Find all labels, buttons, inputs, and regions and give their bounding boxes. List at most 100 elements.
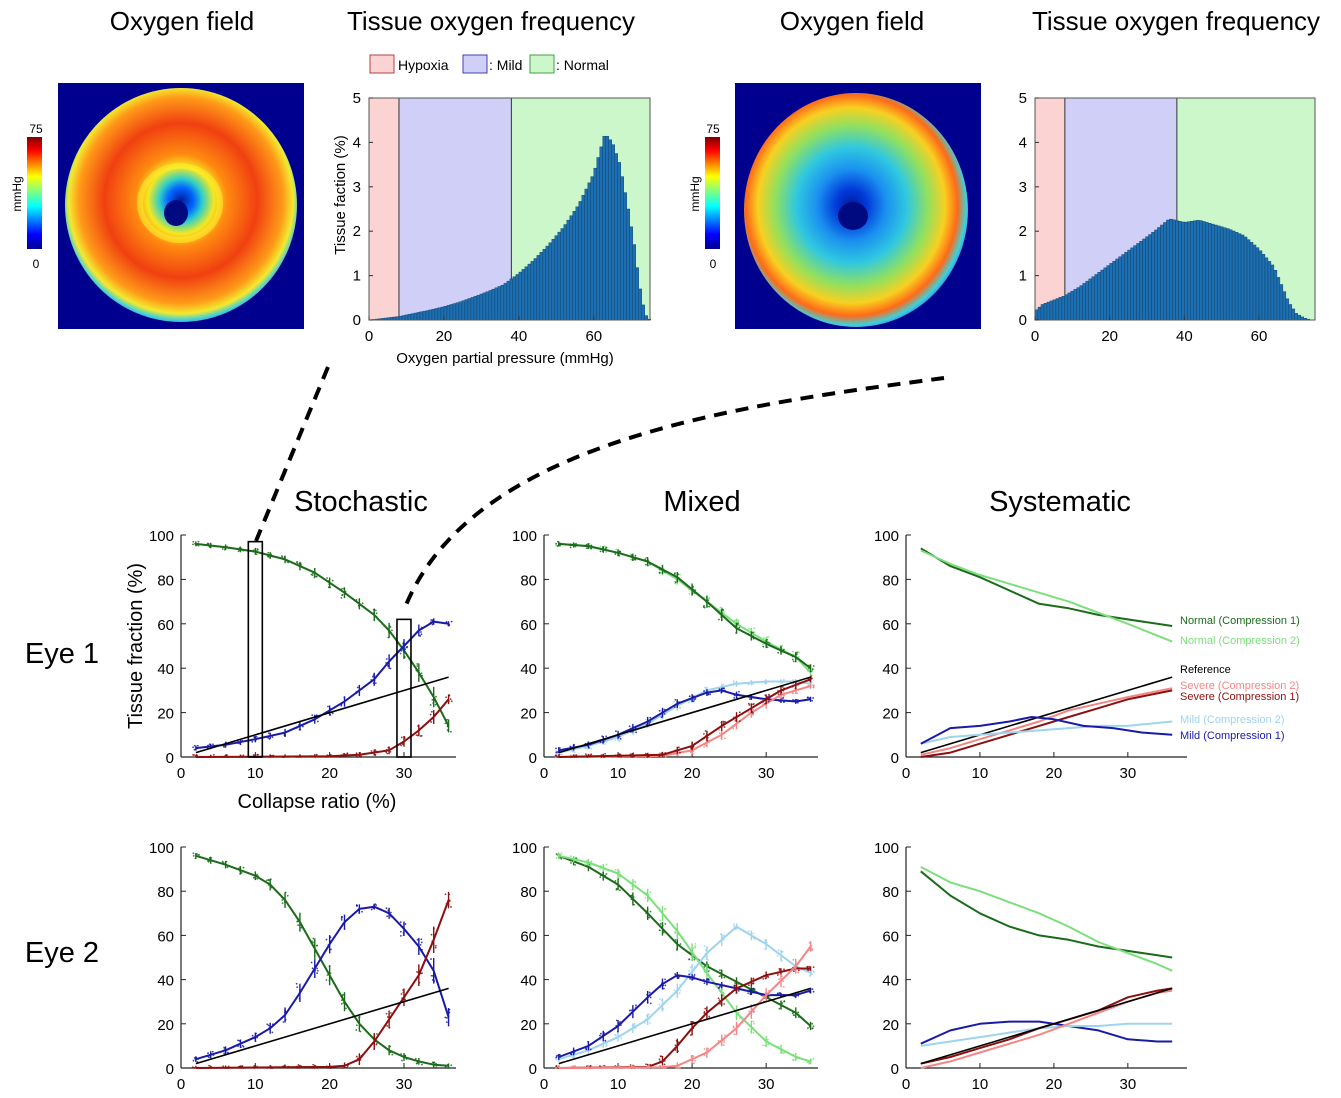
sto2-scatter-point bbox=[430, 958, 432, 960]
sto2-scatter-point bbox=[389, 911, 392, 914]
mix1-scatter-point bbox=[749, 698, 751, 700]
mix1-scatter-point bbox=[634, 558, 637, 561]
mix2-scatter-point bbox=[752, 978, 755, 980]
mix1-scatter-point bbox=[588, 542, 591, 545]
mix1-scatter-point bbox=[555, 542, 558, 545]
mix1-series-normal1 bbox=[558, 542, 812, 669]
hist1-bar bbox=[554, 235, 559, 321]
sto1-scatter-point bbox=[435, 695, 437, 698]
sys2-ytick-label: 60 bbox=[882, 928, 899, 945]
sto2-scatter-point bbox=[191, 1066, 194, 1069]
hist2-bar bbox=[1073, 289, 1078, 321]
mix2-scatter-point bbox=[649, 891, 652, 894]
sto1-scatter-point bbox=[430, 710, 433, 713]
hist1-bar bbox=[527, 263, 532, 321]
mix1-scatter-point bbox=[556, 751, 559, 753]
sto2-scatter-point bbox=[434, 946, 437, 949]
mix2-scatter-point bbox=[605, 863, 608, 866]
hist2-bar bbox=[1202, 221, 1206, 321]
mix1-scatter-point bbox=[723, 687, 726, 690]
hist1-bar bbox=[437, 307, 442, 321]
mix2-scatter-point bbox=[694, 945, 697, 948]
sys2-ytick-label: 100 bbox=[874, 840, 899, 857]
mix1-scatter-point bbox=[766, 641, 769, 644]
sto1-scatter-point bbox=[331, 712, 334, 715]
sto2-scatter-point bbox=[296, 986, 299, 989]
mix2-xtick-label: 10 bbox=[610, 1076, 627, 1093]
hist1-ytick-label: 2 bbox=[353, 223, 361, 240]
mix1-scatter-point bbox=[555, 753, 558, 755]
hist2-bar bbox=[1076, 287, 1081, 321]
panel-mixed-eye2: 0 10 20 30 0 20 40 60 80 100 bbox=[512, 840, 818, 1093]
hist1-bar bbox=[521, 269, 526, 321]
mix2-scatter-point bbox=[762, 977, 765, 980]
mix1-scatter-point bbox=[791, 650, 794, 653]
mix2-scatter-point bbox=[674, 932, 677, 935]
hist1-bar bbox=[434, 308, 439, 321]
mix1-scatter-point bbox=[812, 697, 815, 699]
sto2-scatter-point bbox=[221, 860, 224, 863]
mix1-scatter-point bbox=[747, 683, 750, 686]
hist1-bar bbox=[536, 255, 541, 321]
mix2-series-severe1 bbox=[558, 967, 811, 1069]
mix2-scatter-point bbox=[688, 973, 691, 976]
mix2-scatter-point bbox=[679, 989, 682, 992]
mix1-scatter-point bbox=[748, 627, 750, 630]
mix2-scatter-point bbox=[723, 1003, 726, 1005]
mix1-scatter-point bbox=[555, 544, 557, 546]
hist2-bar bbox=[1243, 236, 1248, 321]
sto1-xtick-label: 20 bbox=[321, 765, 338, 782]
hist2-bar bbox=[1157, 227, 1161, 321]
hist1-bar bbox=[491, 288, 496, 321]
sto1-series-mild1 bbox=[195, 620, 449, 750]
sto2-scatter-point bbox=[386, 1016, 389, 1018]
legend-swatch-normal bbox=[529, 54, 555, 74]
sto1-scatter-point bbox=[419, 735, 422, 737]
title-oxygen-field-1: Oxygen field bbox=[110, 6, 255, 36]
sys1-series-severe2 bbox=[920, 687, 1173, 756]
mix2-scatter-point bbox=[689, 977, 691, 980]
sto1-scatter-point bbox=[212, 743, 214, 746]
colorbar-2-min: 0 bbox=[710, 257, 717, 271]
hist2-region-hypoxia bbox=[1035, 98, 1065, 320]
sys1-series-mild2 bbox=[920, 720, 1173, 745]
mix2-scatter-point bbox=[659, 1064, 662, 1067]
sys1-ytick-label: 80 bbox=[882, 572, 899, 589]
mix2-scatter-point bbox=[679, 943, 682, 945]
sto2-scatter-point bbox=[295, 982, 298, 985]
sto2-xtick-label: 20 bbox=[321, 1076, 338, 1093]
mix1-scatter-point bbox=[724, 720, 726, 723]
histogram-2: 0 20 40 60 0 1 2 3 4 5 bbox=[1019, 90, 1316, 345]
mix2-scatter-point bbox=[766, 1038, 769, 1041]
mix1-scatter-point bbox=[811, 668, 814, 671]
sto1-scatter-point bbox=[430, 721, 433, 723]
mix2-scatter-point bbox=[812, 966, 815, 968]
sto2-ytick-label: 0 bbox=[166, 1061, 174, 1078]
sto1-scatter-point bbox=[450, 700, 453, 703]
connector-line-2 bbox=[402, 376, 945, 611]
sto2-scatter-point bbox=[198, 853, 200, 856]
sto2-scatter-point bbox=[192, 1059, 195, 1062]
mix2-scatter-point bbox=[707, 964, 710, 966]
mix1-scatter-point bbox=[767, 635, 770, 638]
sto1-scatter-point bbox=[389, 750, 392, 753]
mix2-scatter-point bbox=[703, 1048, 706, 1050]
hist2-bar bbox=[1261, 254, 1266, 321]
hist2-bar bbox=[1097, 272, 1101, 321]
hist2-bar bbox=[1246, 239, 1251, 321]
sto2-ytick-label: 100 bbox=[149, 840, 174, 857]
hist1-bar bbox=[506, 280, 511, 321]
mix2-scatter-point bbox=[678, 992, 681, 995]
mix1-scatter-point bbox=[704, 730, 707, 732]
hist1-bar bbox=[635, 267, 639, 321]
hist1-bar bbox=[431, 308, 436, 321]
hist1-bar bbox=[401, 315, 406, 321]
mix2-scatter-point bbox=[777, 949, 780, 952]
sto1-scatter-point bbox=[356, 686, 359, 689]
hist1-ytick-label: 0 bbox=[353, 312, 361, 329]
sto2-scatter-point bbox=[399, 934, 402, 937]
hist2-bar bbox=[1067, 292, 1072, 321]
mix2-scatter-point bbox=[618, 871, 621, 874]
hist2-bar bbox=[1172, 219, 1176, 321]
sto2-scatter-point bbox=[325, 979, 328, 981]
